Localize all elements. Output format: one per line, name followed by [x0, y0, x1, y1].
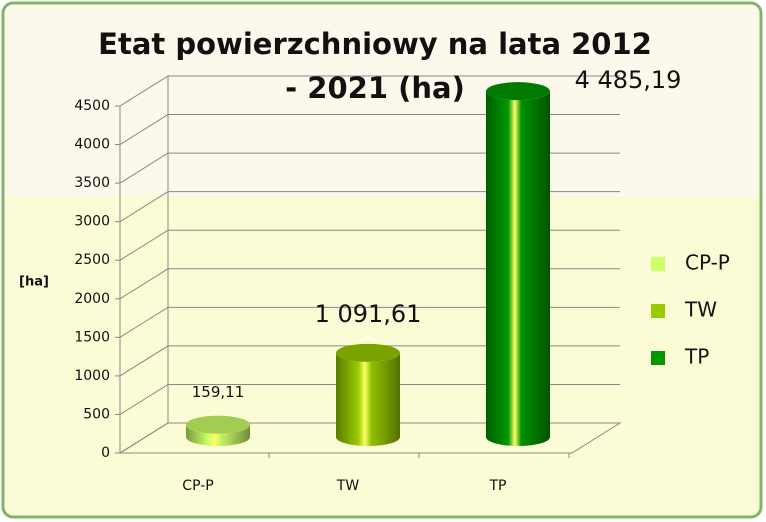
legend-swatch [651, 257, 665, 271]
y-axis-label: [ha] [19, 275, 49, 290]
legend-label: CP-P [685, 251, 730, 275]
value-label: 4 485,19 [575, 66, 682, 94]
chart-title: Etat powierzchniowy na lata 2012 - 2021 … [98, 27, 652, 105]
y-tick-label: 0 [101, 445, 110, 461]
bar-top [186, 415, 250, 434]
bar-top [336, 343, 400, 362]
grid-line [119, 114, 620, 145]
y-tick-label: 2000 [74, 291, 110, 307]
y-tick-label: 3000 [74, 214, 110, 230]
value-label: 159,11 [192, 383, 245, 401]
bar [336, 352, 400, 446]
grid-line [119, 383, 620, 415]
legend-label: TP [684, 345, 709, 369]
grid-line [119, 306, 620, 338]
legend-swatch [651, 304, 665, 318]
grid-line [119, 345, 620, 377]
grid-line [119, 268, 620, 300]
value-label: 1 091,61 [315, 300, 422, 328]
y-tick-label: 4000 [74, 137, 110, 153]
bar [186, 424, 250, 446]
grid-line [119, 422, 620, 454]
y-tick-label: 1000 [74, 368, 110, 384]
y-tick-label: 500 [83, 406, 110, 422]
grid-line [119, 191, 620, 223]
bar [486, 91, 550, 446]
y-tick-label: 2500 [74, 252, 110, 268]
y-tick-label: 1500 [74, 329, 110, 345]
legend-label: TW [684, 298, 717, 322]
y-tick-label: 4500 [74, 98, 110, 114]
x-tick-label: TP [489, 478, 507, 494]
x-tick-label: TW [336, 478, 360, 494]
grid-line [119, 152, 620, 184]
grid-line [119, 229, 620, 261]
legend-swatch [651, 351, 665, 365]
grid-line [119, 75, 620, 107]
y-tick-label: 3500 [74, 175, 110, 191]
x-tick-label: CP-P [182, 478, 213, 494]
bar-top [486, 82, 550, 101]
